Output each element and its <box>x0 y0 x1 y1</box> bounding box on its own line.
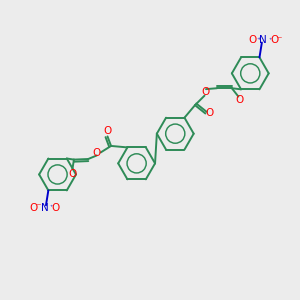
Text: O: O <box>51 203 60 213</box>
Text: ⁺: ⁺ <box>50 205 53 210</box>
Text: O: O <box>68 169 76 179</box>
Text: O: O <box>93 148 101 158</box>
Text: ⁻: ⁻ <box>35 203 41 213</box>
Text: O: O <box>103 126 112 136</box>
Text: O: O <box>205 109 213 118</box>
Text: O: O <box>29 203 38 213</box>
Text: O: O <box>249 35 257 45</box>
Text: O: O <box>236 94 244 104</box>
Text: N: N <box>40 203 48 213</box>
Text: ⁺: ⁺ <box>256 36 260 45</box>
Text: N: N <box>260 35 267 45</box>
Text: O: O <box>202 87 210 97</box>
Text: ⁻: ⁻ <box>276 35 282 45</box>
Text: O: O <box>270 35 278 45</box>
Text: ⁺: ⁺ <box>268 38 272 43</box>
